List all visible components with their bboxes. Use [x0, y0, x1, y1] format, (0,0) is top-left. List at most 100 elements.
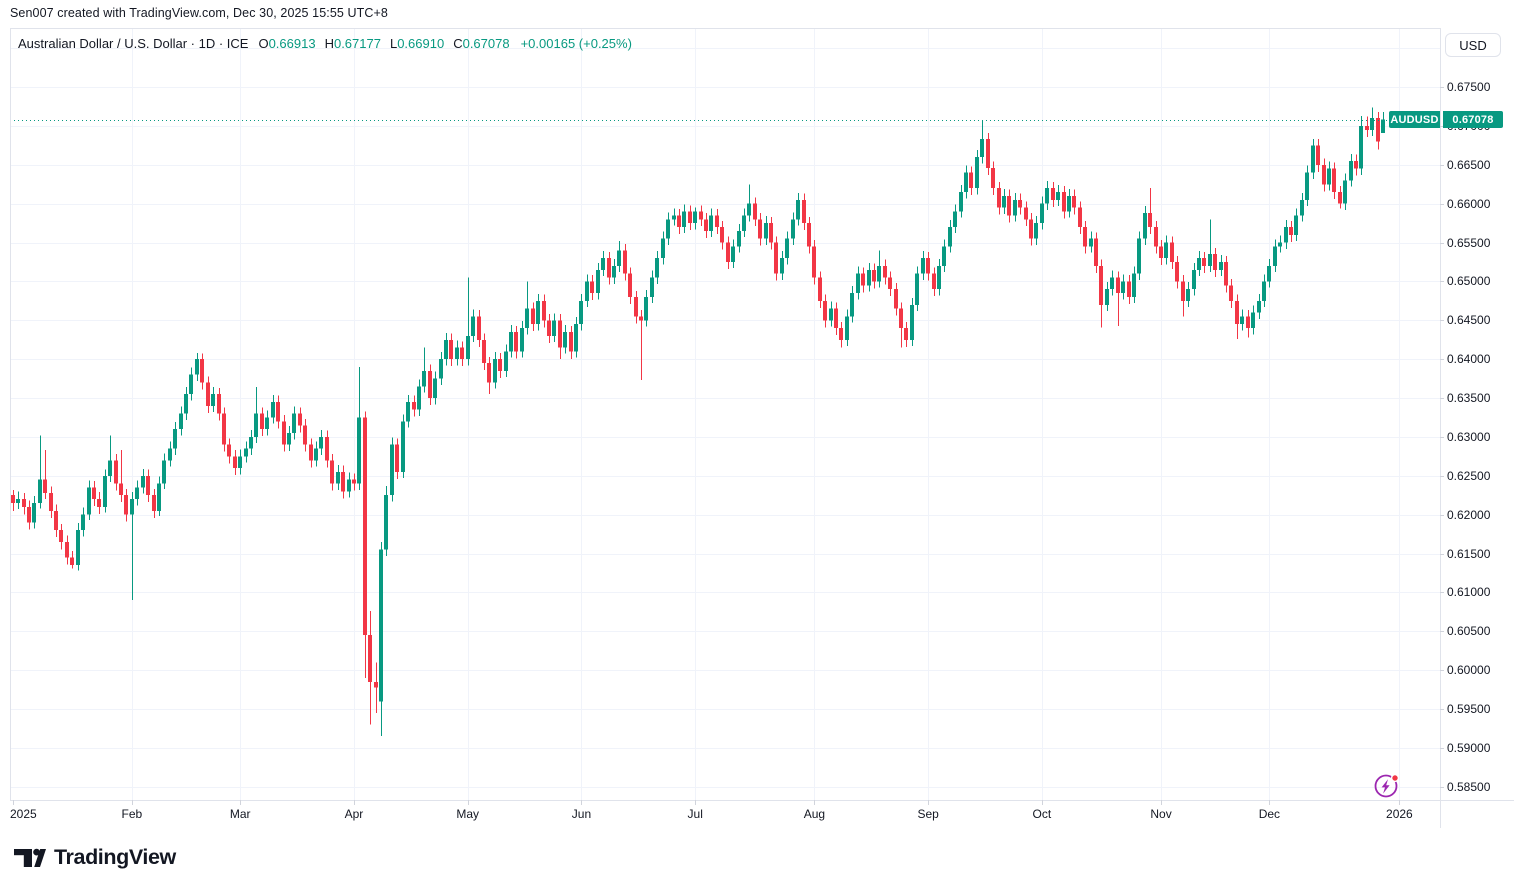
time-axis-label: Nov — [1150, 807, 1172, 821]
candle-body — [986, 139, 990, 168]
candle-body — [444, 339, 448, 360]
candle-body — [867, 269, 871, 286]
candle-body — [688, 211, 692, 224]
candle-body — [368, 635, 372, 682]
candle-body — [1343, 180, 1347, 204]
candle-body — [1078, 207, 1082, 228]
candle-body — [579, 300, 583, 325]
time-axis-label: 2025 — [10, 807, 37, 821]
candle-body — [1181, 281, 1185, 301]
candle-body — [617, 250, 621, 266]
candle-body — [428, 370, 432, 399]
currency-button[interactable]: USD — [1445, 33, 1501, 57]
candle-body — [704, 219, 708, 231]
candle-body — [477, 316, 481, 340]
candle-body — [1175, 262, 1179, 282]
candle-body — [1365, 125, 1369, 130]
candle-body — [877, 265, 881, 282]
time-axis-label: Aug — [803, 807, 826, 821]
time-scale[interactable]: 2025 Feb Mar Apr May Jun Jul Aug Sep Oct Nov Dec 202… — [0, 800, 1440, 828]
candle-body — [173, 429, 177, 449]
candle-body — [1219, 262, 1223, 270]
price-scale[interactable]: 0.675000.670000.665000.660000.655000.650… — [1440, 28, 1514, 800]
candle-body — [1251, 312, 1255, 329]
candle-body — [1381, 119, 1385, 133]
flash-events-button[interactable] — [1372, 771, 1401, 800]
candle-body — [487, 363, 491, 383]
candle-body — [211, 394, 215, 406]
candle-body — [628, 273, 632, 297]
change-value: +0.00165 (+0.25%) — [520, 36, 632, 51]
candle-body — [27, 506, 31, 523]
candle-body — [1202, 258, 1206, 266]
candle-body — [200, 359, 204, 383]
candle-body — [915, 273, 919, 305]
candle-body — [715, 215, 719, 228]
candle-body — [601, 258, 605, 270]
candle-body — [1294, 215, 1298, 235]
candle-body — [1164, 242, 1168, 259]
candle-body — [861, 273, 865, 286]
candle-body — [948, 227, 952, 247]
candle-body — [1034, 223, 1038, 239]
candle-body — [352, 479, 356, 484]
price-axis-label: 0.59000 — [1447, 740, 1491, 755]
candle-body — [162, 460, 166, 484]
candle-body — [932, 273, 936, 290]
time-axis-label: Apr — [344, 807, 364, 821]
watermark: Sen007 created with TradingView.com, Dec… — [10, 6, 388, 20]
candle-body — [179, 413, 183, 430]
candle-body — [672, 215, 676, 220]
candle-body — [374, 681, 378, 688]
candle-body — [363, 417, 367, 636]
candle-body — [1370, 118, 1374, 130]
time-axis-label: 2026 — [1386, 807, 1413, 821]
candle-body — [309, 444, 313, 461]
candle-body — [839, 328, 843, 340]
time-axis-label: Feb — [121, 807, 143, 821]
candle-body — [422, 370, 426, 387]
candle-body — [70, 557, 74, 566]
candle-body — [845, 316, 849, 340]
candle-body — [1262, 281, 1266, 301]
candle-body — [607, 258, 611, 278]
candle-body — [1376, 118, 1380, 142]
candle-body — [1110, 277, 1114, 290]
candle-body — [1289, 227, 1293, 235]
candle-body — [829, 308, 833, 321]
price-axis-label: 0.66000 — [1447, 196, 1491, 211]
price-axis-label: 0.59500 — [1447, 702, 1491, 717]
candle-body — [1349, 160, 1353, 181]
candle-body — [265, 417, 269, 430]
price-axis-label: 0.61500 — [1447, 546, 1491, 561]
candle-body — [953, 211, 957, 228]
grid — [10, 28, 1440, 800]
candle-body — [1029, 219, 1033, 239]
candle-body — [141, 475, 145, 488]
tradingview-logo[interactable]: TradingView — [14, 845, 176, 870]
candle-body — [742, 215, 746, 231]
ohlc-close: C0.67078 — [453, 36, 510, 51]
time-axis-label: Jun — [571, 807, 592, 821]
candle-body — [991, 167, 995, 189]
candle-body — [97, 499, 101, 507]
candle-body — [590, 281, 594, 294]
candle-body — [1121, 281, 1125, 294]
candle-body — [1229, 285, 1233, 301]
candle-body — [682, 211, 686, 228]
candle-body — [195, 359, 199, 375]
candle-body — [103, 475, 107, 507]
candle-body — [894, 289, 898, 309]
candle-body — [87, 487, 91, 515]
candle-body — [1132, 273, 1136, 297]
candle-body — [812, 246, 816, 278]
candle-body — [693, 211, 697, 224]
candle-body — [271, 401, 275, 418]
candle-body — [552, 320, 556, 336]
candle-body — [574, 324, 578, 352]
candle-body — [1099, 265, 1103, 305]
candle-body — [547, 320, 551, 336]
candle-body — [888, 277, 892, 290]
candle-body — [1240, 316, 1244, 325]
